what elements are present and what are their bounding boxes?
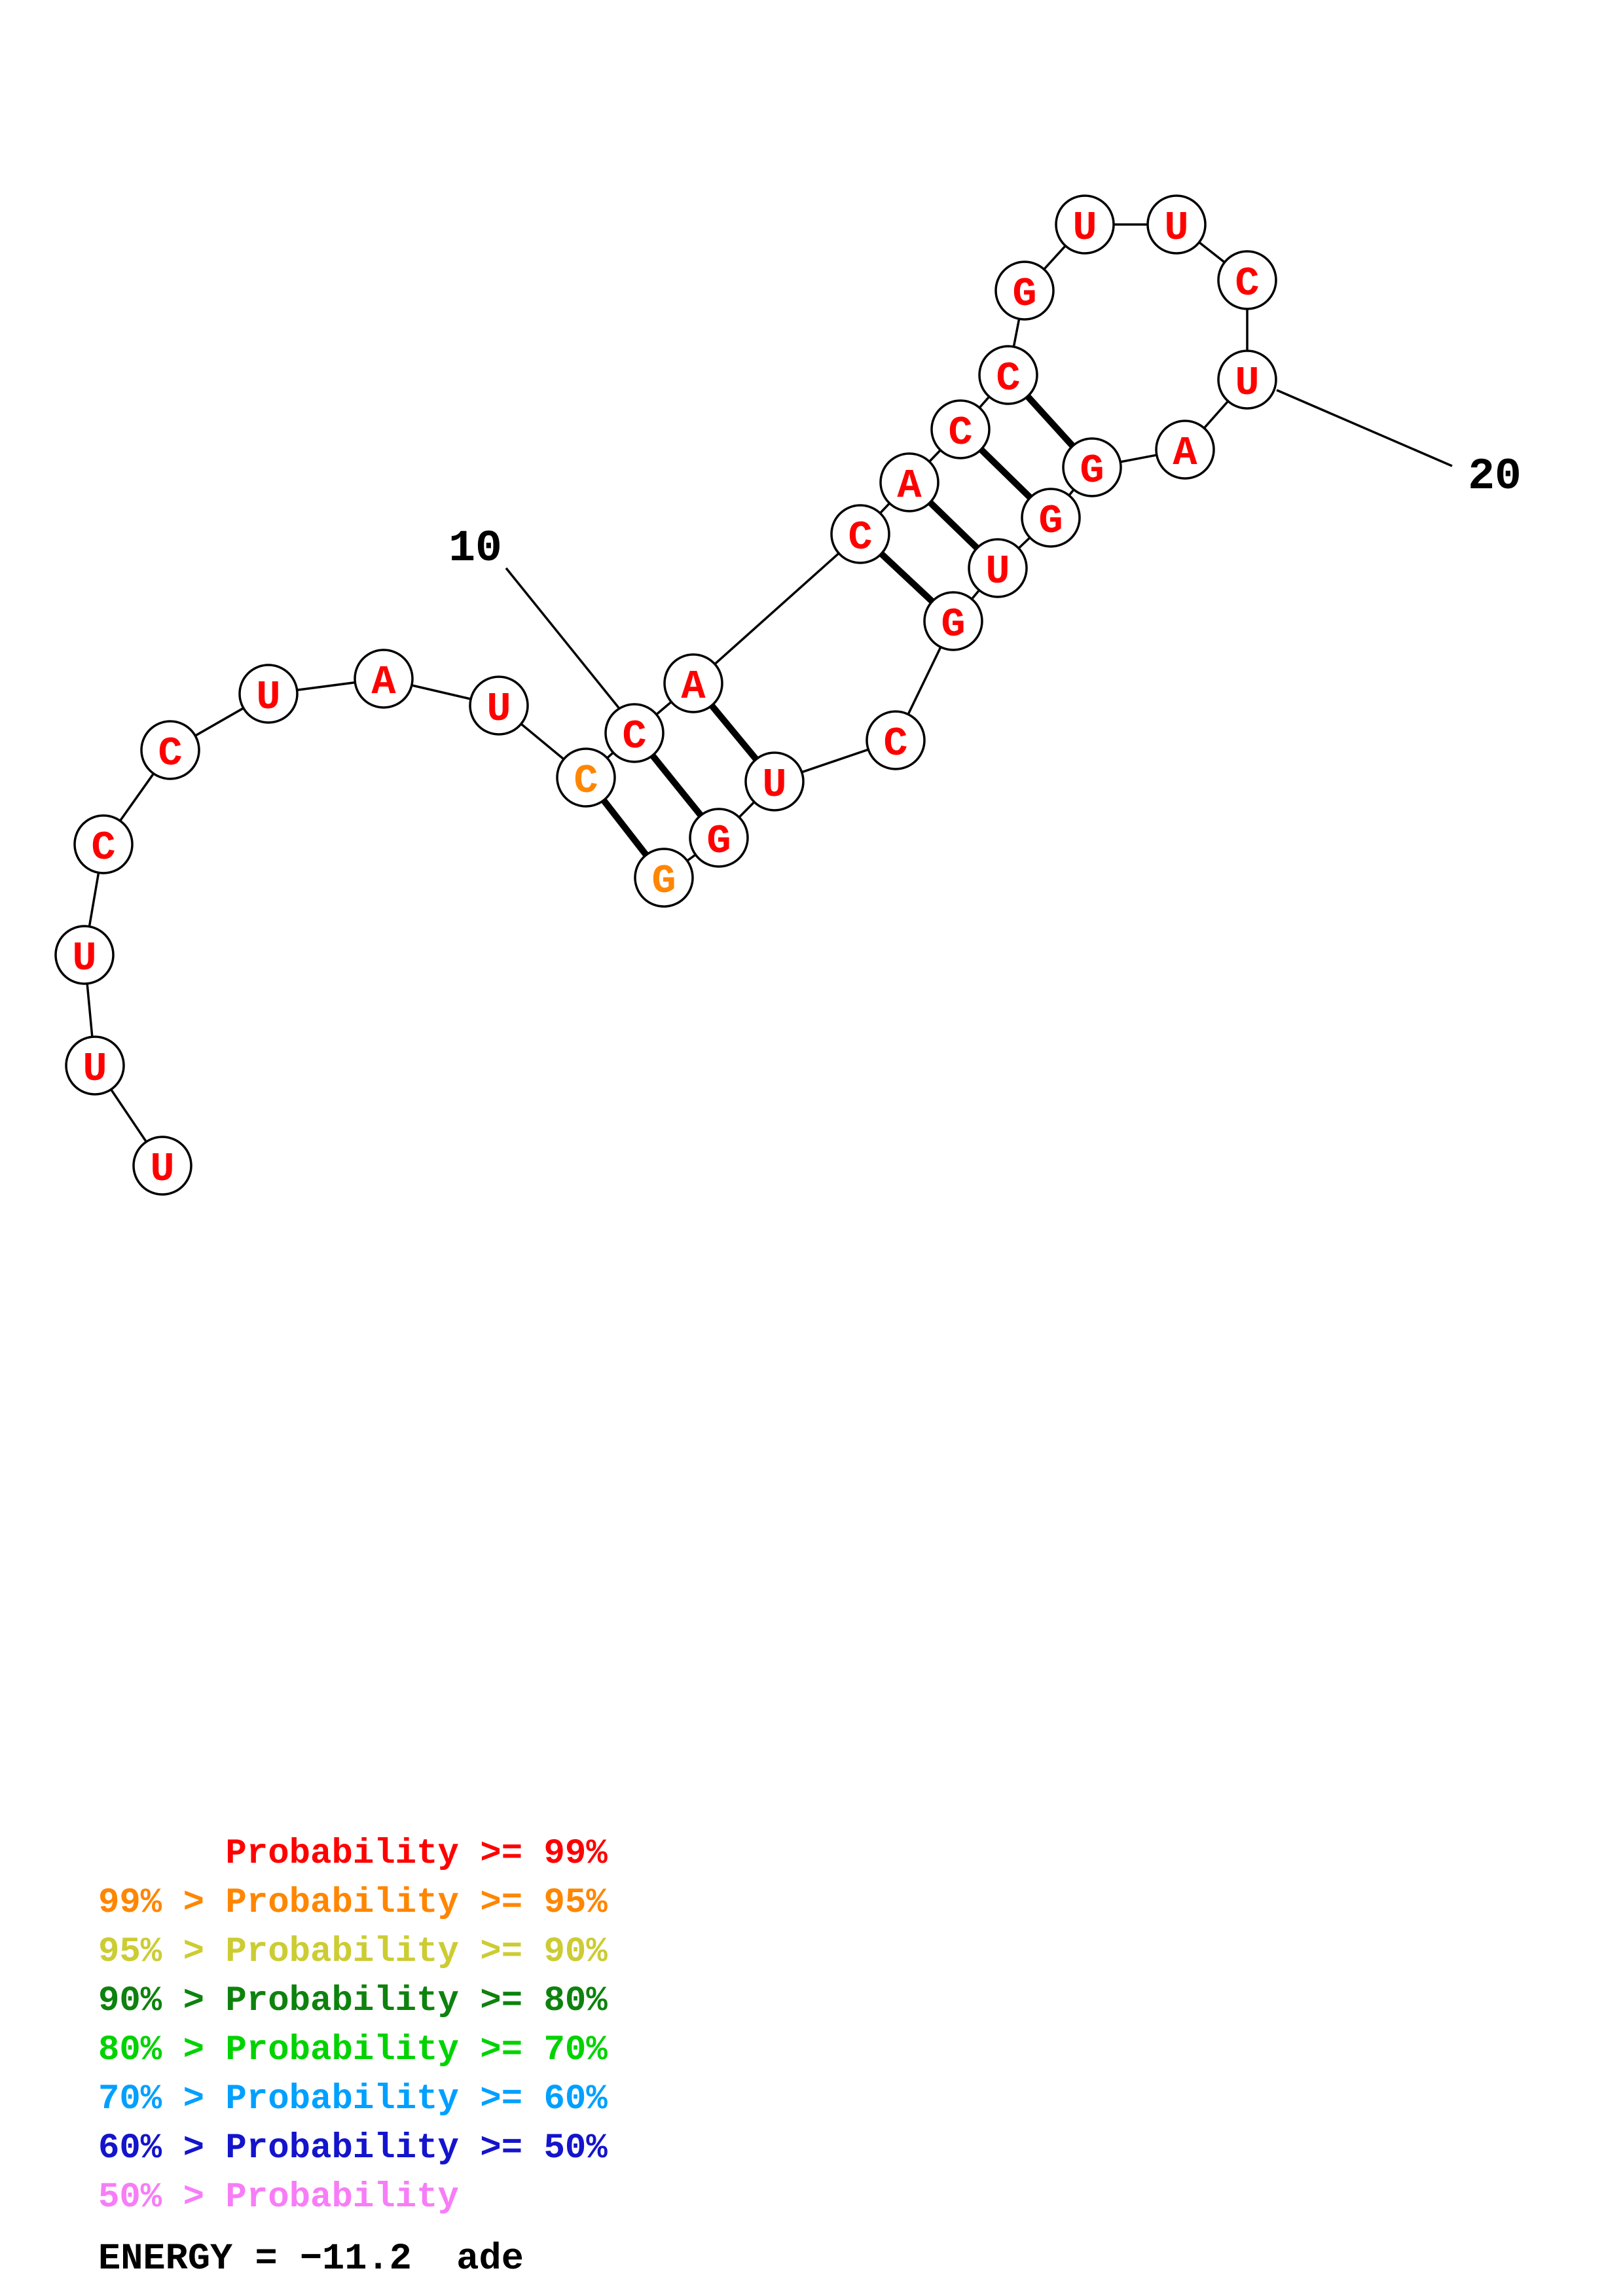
nucleotide-circle	[1155, 420, 1215, 480]
nucleotide-circle	[1055, 194, 1115, 255]
nucleotide-base: C	[574, 758, 598, 804]
nucleotide-base: C	[1235, 260, 1259, 307]
nucleotide-base: G	[651, 858, 676, 905]
nucleotide-circle	[663, 653, 723, 713]
nucleotide-circle	[73, 814, 134, 874]
nucleotide-circle	[830, 504, 890, 564]
nucleotide-circle	[1217, 250, 1277, 310]
nucleotide-base: U	[1235, 360, 1259, 406]
legend-item: 50% > Probability	[98, 2178, 459, 2217]
nucleotide-base: U	[82, 1046, 107, 1092]
nucleotide-base: G	[1038, 498, 1063, 545]
nucleotide-base: C	[158, 730, 182, 777]
nucleotide-circle	[879, 452, 939, 512]
legend-item: Probability >= 99%	[98, 1834, 608, 1874]
nucleotide-base: U	[762, 762, 786, 808]
nucleotide-circle	[132, 1136, 192, 1196]
nucleotide-circle	[1217, 350, 1277, 410]
nucleotide-circle	[634, 848, 694, 908]
nucleotide-base: A	[897, 463, 922, 509]
nucleotide-base: C	[883, 721, 907, 767]
nucleotide-circle	[994, 260, 1055, 321]
nucleotide-circle	[744, 751, 805, 812]
position-label: 20	[1468, 452, 1522, 502]
nucleotide-circle	[354, 649, 414, 709]
nucleotide-base: G	[1080, 448, 1104, 494]
nucleotide-circle	[1146, 194, 1207, 255]
nucleotide-circle	[65, 1035, 125, 1096]
nucleotide-base: G	[706, 818, 731, 865]
nucleotide-base: C	[948, 410, 972, 456]
position-label-line	[505, 567, 627, 718]
nucleotide-base: A	[681, 664, 706, 710]
nucleotide-circle	[978, 345, 1038, 405]
legend-item: 60% > Probability >= 50%	[98, 2128, 608, 2168]
nucleotide-circle	[140, 720, 200, 780]
position-label: 10	[448, 524, 502, 574]
legend-item: 90% > Probability >= 80%	[98, 1981, 608, 2021]
nucleotide-base: U	[1164, 205, 1188, 251]
probability-legend: Probability >= 99% 99% > Probability >= 9…	[98, 1829, 608, 2222]
position-label-line	[1276, 389, 1453, 467]
nucleotide-circle	[556, 747, 616, 808]
nucleotide-base: C	[91, 825, 115, 871]
nucleotide-base: C	[848, 514, 872, 561]
nucleotide-base: C	[996, 355, 1020, 402]
legend-item: 99% > Probability >= 95%	[98, 1883, 608, 1923]
nucleotide-base: A	[371, 659, 396, 706]
nucleotide-base: U	[985, 548, 1010, 595]
nucleotide-circle	[930, 399, 991, 459]
nucleotide-base: U	[486, 686, 511, 732]
nucleotide-circle	[866, 710, 926, 770]
nucleotide-circle	[1062, 437, 1122, 497]
nucleotide-base: G	[1012, 271, 1036, 317]
nucleotide-circle	[238, 664, 299, 724]
nucleotide-circle	[689, 808, 749, 868]
nucleotide-base: U	[1072, 205, 1097, 251]
nucleotide-base: U	[256, 674, 280, 721]
nucleotide-circle	[54, 925, 115, 985]
backbone-segment	[692, 533, 862, 685]
nucleotide-base: U	[150, 1146, 174, 1193]
nucleotide-base: U	[72, 935, 96, 982]
legend-item: 80% > Probability >= 70%	[98, 2030, 608, 2070]
legend-item: 70% > Probability >= 60%	[98, 2079, 608, 2119]
nucleotide-circle	[923, 591, 983, 651]
nucleotide-circle	[968, 538, 1028, 598]
nucleotide-circle	[469, 675, 529, 736]
nucleotide-base: A	[1173, 430, 1197, 476]
nucleotide-base: G	[941, 601, 965, 648]
nucleotide-circle	[1021, 488, 1081, 548]
energy-label: ENERGY = −11.2 ade	[98, 2238, 524, 2280]
legend-item: 95% > Probability >= 90%	[98, 1932, 608, 1972]
nucleotide-circle	[604, 703, 665, 763]
nucleotide-base: C	[622, 713, 646, 760]
